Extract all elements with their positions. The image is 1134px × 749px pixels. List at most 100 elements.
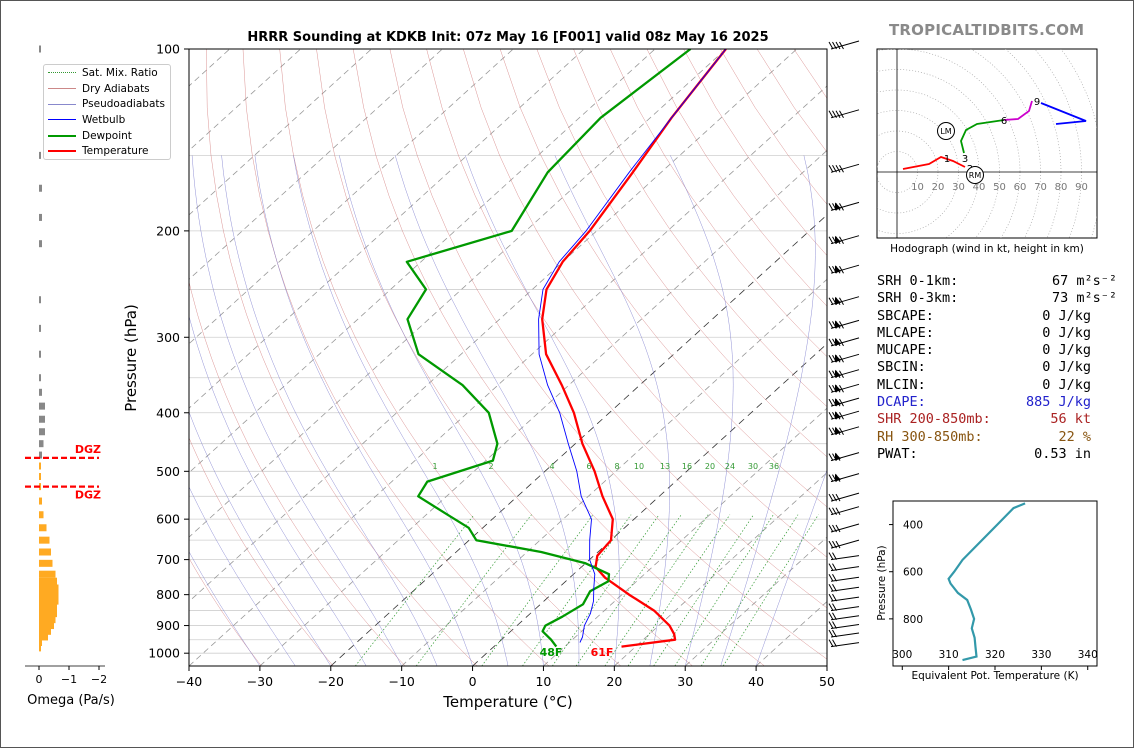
mixing-ratio-label: 36 <box>769 462 779 471</box>
stat-label: SBCAPE: <box>877 308 934 325</box>
legend-label: Sat. Mix. Ratio <box>82 67 158 79</box>
legend-item: Sat. Mix. Ratio <box>44 65 170 81</box>
theta-e-ytick-label: 400 <box>903 520 923 532</box>
omega-bar <box>39 524 47 531</box>
stat-row: SHR 200-850mb:56 kt <box>877 411 1127 428</box>
wind-barb <box>829 553 859 560</box>
legend-item: Wetbulb <box>44 112 170 128</box>
stat-value: 0 J/kg <box>1042 308 1127 325</box>
dry-adiabat <box>317 49 693 666</box>
x-tick-label: 50 <box>819 674 835 689</box>
wind-barb <box>829 524 859 532</box>
omega-bar <box>39 374 41 381</box>
legend-swatch <box>48 135 76 137</box>
y-axis-label: Pressure (hPa) <box>122 304 140 412</box>
storm-motion-label: RM <box>969 171 982 180</box>
theta-e-xtick-label: 330 <box>1031 649 1051 661</box>
x-tick-label: 0 <box>469 674 477 689</box>
y-tick-label: 800 <box>156 587 180 602</box>
surface-dewpoint-label: 48F <box>540 646 563 659</box>
dry-adiabat <box>353 49 764 666</box>
wind-barb <box>829 540 859 548</box>
mixing-ratio-label: 4 <box>549 462 554 471</box>
y-tick-label: 700 <box>156 552 180 567</box>
omega-bar <box>39 591 59 598</box>
wind-barb <box>829 474 859 482</box>
wind-barb <box>829 622 859 629</box>
x-tick-label: −20 <box>318 674 344 689</box>
y-tick-label: 400 <box>156 405 180 420</box>
wind-barb <box>829 584 859 591</box>
mixing-ratio-label: 30 <box>748 462 758 471</box>
legend-swatch <box>48 72 76 73</box>
theta-e-xtick-label: 300 <box>892 649 912 661</box>
speed-ring-label: 60 <box>1014 182 1027 193</box>
y-tick-label: 100 <box>156 42 180 57</box>
legend-label: Temperature <box>82 145 149 157</box>
omega-bar <box>39 511 44 518</box>
legend-swatch <box>48 119 76 120</box>
stat-label: MLCIN: <box>877 377 926 394</box>
x-tick-label: −40 <box>176 674 202 689</box>
y-tick-label: 200 <box>156 223 180 238</box>
dry-adiabat <box>206 49 477 666</box>
stat-label: SRH 0-3km: <box>877 290 958 307</box>
stat-value: 73 m²s⁻² <box>1052 290 1127 307</box>
mixing-ratio-line <box>605 515 708 666</box>
legend-item: Dry Adiabats <box>44 81 170 97</box>
height-label: 3 <box>962 154 968 165</box>
height-label: 6 <box>1001 116 1007 127</box>
omega-bar <box>39 604 57 611</box>
stat-value: 67 m²s⁻² <box>1052 273 1127 290</box>
wind-barb <box>829 370 859 378</box>
speed-ring-label: 80 <box>1055 182 1068 193</box>
y-tick-label: 900 <box>156 618 180 633</box>
stat-row: RH 300-850mb:22 % <box>877 429 1127 446</box>
stat-value: 0.53 in <box>1034 446 1127 463</box>
pseudoadiabat <box>721 155 816 666</box>
mixing-ratio-label: 2 <box>488 462 493 471</box>
wind-barb <box>829 604 859 611</box>
legend-item: Dewpoint <box>44 128 170 144</box>
stat-row: SBCIN:0 J/kg <box>877 359 1127 376</box>
y-tick-label: 300 <box>156 330 180 345</box>
mixing-ratio-label: 16 <box>682 462 692 471</box>
mixing-ratio-line <box>482 515 593 666</box>
stat-label: SHR 200-850mb: <box>877 411 991 428</box>
mixing-ratio-label: 6 <box>586 462 591 471</box>
mixing-ratio-label: 24 <box>725 462 735 471</box>
omega-bar <box>39 240 42 247</box>
omega-bar <box>39 325 41 332</box>
wind-barb <box>829 630 859 637</box>
stat-value: 22 % <box>1058 429 1127 446</box>
mixing-ratio-label: 10 <box>634 462 644 471</box>
stat-label: DCAPE: <box>877 394 926 411</box>
stat-row: MLCIN: 0 J/kg <box>877 377 1127 394</box>
stat-row: PWAT:0.53 in <box>877 446 1127 463</box>
stat-row: SBCAPE: 0 J/kg <box>877 308 1127 325</box>
series-wetbulb-line <box>539 49 726 643</box>
wind-barb <box>829 297 859 305</box>
omega-bar <box>39 578 57 585</box>
omega-bar <box>39 537 50 544</box>
legend-label: Dewpoint <box>82 130 132 142</box>
omega-bar <box>39 185 42 192</box>
stat-label: MUCAPE: <box>877 342 934 359</box>
mixing-ratio-line <box>522 515 631 666</box>
x-tick-label: 20 <box>606 674 622 689</box>
storm-motion-label: LM <box>940 127 951 136</box>
dry-adiabat <box>280 49 621 666</box>
theta-e-xtick-label: 320 <box>985 649 1005 661</box>
stat-value: 0 J/kg <box>1042 377 1127 394</box>
omega-tick-label: 0 <box>36 673 43 686</box>
dry-adiabat <box>390 49 837 666</box>
omega-bar <box>39 351 41 358</box>
mixing-ratio-label: 20 <box>705 462 715 471</box>
plot-frame <box>189 49 827 666</box>
omega-bar <box>39 644 41 651</box>
stat-row: SRH 0-1km:67 m²s⁻² <box>877 273 1127 290</box>
y-tick-label: 1000 <box>148 646 180 661</box>
